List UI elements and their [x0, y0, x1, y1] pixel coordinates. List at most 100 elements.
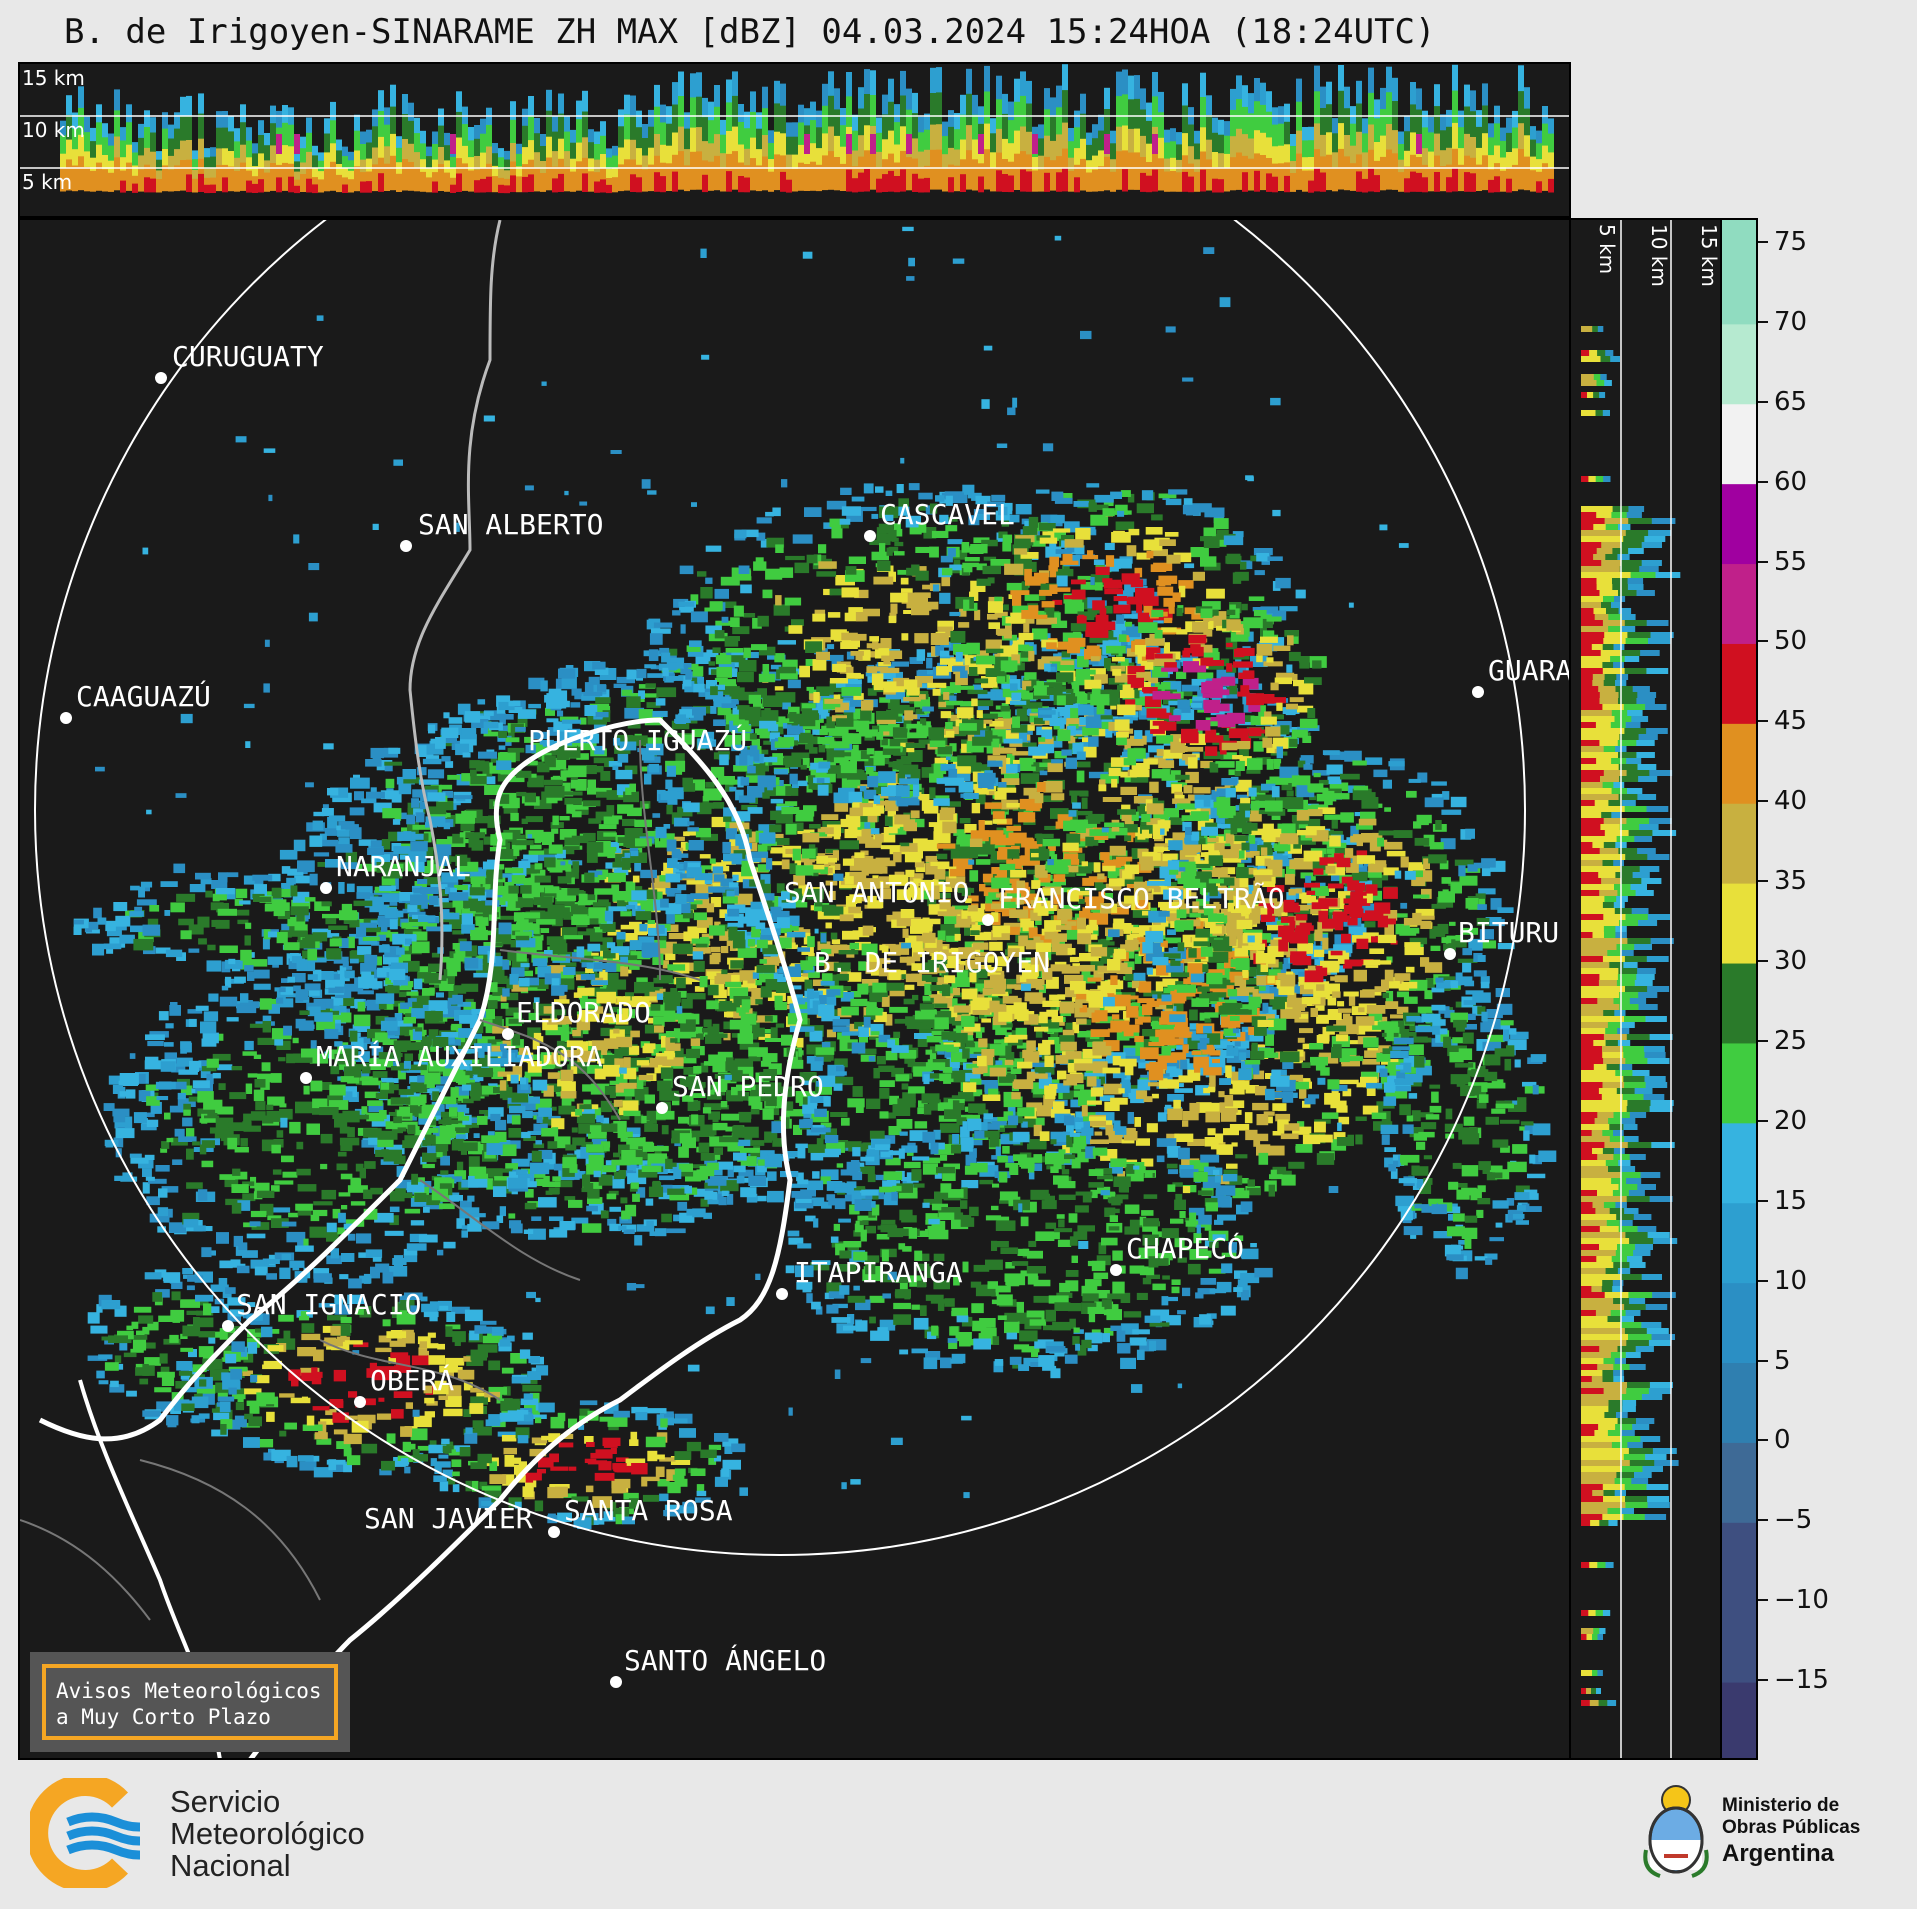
radar-echo-cell: [522, 912, 541, 919]
cross-section-cell: [984, 149, 990, 190]
cross-section-cell: [834, 157, 840, 191]
radar-echo-cell: [288, 958, 302, 970]
radar-echo-cell: [724, 694, 739, 705]
radar-echo-cell: [440, 956, 459, 963]
radar-echo-cell: [666, 804, 673, 815]
radar-echo-cell: [760, 1029, 773, 1034]
radar-echo-cell: [533, 1123, 548, 1134]
radar-echo-cell: [480, 723, 488, 734]
cross-section-cell: [594, 181, 600, 193]
radar-echo-cell: [1252, 785, 1269, 793]
radar-echo-cell: [317, 862, 327, 867]
radar-echo-cell: [662, 960, 669, 969]
radar-echo-cell: [606, 805, 615, 815]
radar-echo-cell: [941, 968, 949, 981]
radar-echo-cell: [520, 942, 537, 953]
radar-echo-cell: [1280, 774, 1300, 785]
cross-section-cell: [426, 177, 432, 193]
radar-echo-cell: [834, 802, 849, 812]
radar-echo-cell: [457, 703, 471, 715]
cross-section-cell: [930, 149, 936, 190]
cross-section-cell: [240, 162, 246, 191]
radar-echo-cell: [1277, 858, 1297, 867]
radar-echo-cell: [428, 724, 436, 734]
radar-echo-cell: [1205, 904, 1222, 910]
cross-section-cell: [1248, 158, 1254, 191]
radar-echo-cell: [831, 944, 852, 954]
radar-echo-cell: [593, 757, 614, 764]
radar-echo-cell: [884, 815, 899, 826]
cross-section-cell: [912, 173, 918, 192]
cross-section-cell: [294, 185, 300, 194]
radar-echo-cell: [956, 970, 971, 981]
radar-echo-cell: [825, 1142, 845, 1153]
radar-reflectivity-map[interactable]: [20, 220, 1571, 1760]
radar-echo-cell: [1235, 715, 1255, 722]
radar-echo-cell: [748, 831, 763, 842]
cross-section-cell: [372, 164, 378, 192]
radar-echo-cell: [961, 1029, 974, 1036]
radar-echo-cell: [1120, 786, 1137, 795]
cross-section-cell: [1344, 156, 1350, 191]
cross-section-cell: [1170, 171, 1176, 192]
radar-echo-cell: [1195, 898, 1210, 907]
radar-echo-cell: [758, 1034, 778, 1040]
radar-echo-cell: [1110, 757, 1130, 767]
radar-echo-cell: [732, 871, 746, 877]
cross-section-cell: [366, 181, 372, 193]
cross-section-cell: [1008, 175, 1014, 193]
radar-echo-cell: [815, 898, 823, 907]
radar-echo-cell: [1067, 1063, 1077, 1073]
radar-echo-cell: [1181, 942, 1201, 948]
radar-echo-cell: [571, 1127, 578, 1133]
radar-echo-cell: [849, 807, 870, 817]
radar-echo-cell: [998, 1057, 1007, 1068]
cross-section-cell: [312, 184, 318, 194]
radar-echo-cell: [1001, 778, 1020, 785]
radar-echo-cell: [929, 1052, 937, 1061]
cross-section-cell: [1278, 163, 1284, 191]
radar-echo-cell: [820, 867, 828, 875]
radar-echo-cell: [825, 848, 839, 854]
radar-echo-cell: [1075, 1111, 1086, 1121]
radar-echo-cell: [1073, 1084, 1085, 1090]
radar-echo-cell: [602, 1055, 619, 1066]
cross-section-cell: [132, 183, 138, 193]
radar-echo-cell: [804, 979, 813, 991]
radar-echo-cell: [893, 1031, 901, 1038]
radar-echo-cell: [1122, 870, 1133, 879]
radar-echo-cell: [768, 861, 785, 866]
radar-echo-cell: [1091, 836, 1099, 846]
radar-echo-cell: [706, 649, 719, 658]
radar-map-panel[interactable]: CURUGUATY SAN ALBERTO CASCAVEL CAAGUAZÚ …: [18, 218, 1571, 1760]
cross-section-cell: [924, 177, 930, 193]
cross-section-cell: [948, 177, 954, 193]
radar-echo-cell: [540, 680, 548, 692]
radar-echo-cell: [508, 707, 523, 713]
radar-echo-cell: [1226, 1055, 1245, 1063]
radar-echo-cell: [1250, 715, 1267, 726]
cross-section-cell: [1500, 170, 1506, 192]
cross-section-cell: [684, 165, 690, 192]
radar-echo-cell: [967, 1043, 987, 1052]
radar-echo-cell: [802, 970, 811, 977]
radar-echo-cell: [1286, 892, 1296, 902]
radar-echo-cell: [889, 738, 901, 751]
cross-section-cell: [354, 166, 360, 192]
radar-echo-cell: [532, 1002, 540, 1010]
radar-echo-cell: [561, 846, 575, 855]
radar-echo-cell: [836, 1163, 844, 1168]
radar-echo-cell: [645, 683, 656, 688]
radar-echo-cell: [449, 951, 457, 959]
radar-echo-cell: [695, 865, 712, 870]
radar-echo-cell: [1061, 905, 1081, 911]
radar-echo-cell: [1147, 968, 1162, 977]
cross-section-cell: [90, 170, 96, 192]
radar-echo-cell: [894, 814, 910, 825]
radar-echo-cell: [262, 937, 270, 950]
radar-echo-cell: [655, 841, 668, 848]
radar-echo-cell: [503, 992, 519, 1001]
radar-echo-cell: [940, 807, 956, 814]
radar-echo-cell: [729, 779, 742, 785]
radar-echo-cell: [349, 827, 362, 839]
